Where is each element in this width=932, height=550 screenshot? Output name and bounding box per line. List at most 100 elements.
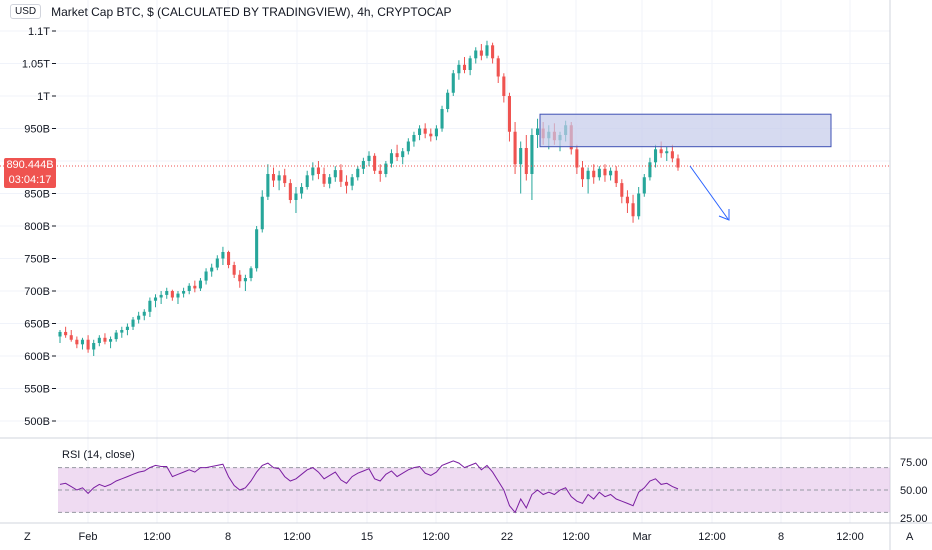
last-price-tag: 890.444B 03:04:17 bbox=[4, 158, 56, 188]
candle bbox=[519, 141, 523, 194]
candle bbox=[625, 190, 629, 213]
time-tick-label: 8 bbox=[778, 531, 784, 543]
candle bbox=[322, 167, 326, 187]
candle bbox=[125, 323, 129, 336]
price-axis[interactable]: 1.1T 1.05T 1T 950B 850B 800B 750B 700B 650B 600B 5… bbox=[22, 26, 56, 428]
candle bbox=[653, 144, 658, 168]
candle bbox=[92, 339, 96, 356]
candle bbox=[243, 274, 247, 291]
candle bbox=[344, 175, 349, 194]
candle bbox=[665, 146, 669, 161]
candle bbox=[227, 250, 231, 269]
candle bbox=[288, 179, 292, 204]
candle bbox=[114, 330, 118, 342]
candle bbox=[586, 167, 590, 194]
time-tick-label: Mar bbox=[633, 531, 652, 543]
candle bbox=[75, 336, 79, 349]
rsi-line bbox=[59, 460, 679, 514]
zoom-reset-button[interactable]: Z bbox=[24, 531, 31, 543]
candle bbox=[339, 164, 343, 187]
time-tick-label: 12:00 bbox=[562, 531, 590, 543]
price-tick-label: 750B bbox=[24, 254, 50, 266]
time-tick-label: 12:00 bbox=[283, 531, 311, 543]
price-tick-label: 850B bbox=[24, 189, 50, 201]
candle bbox=[350, 174, 354, 191]
candle bbox=[485, 40, 489, 59]
candle bbox=[367, 151, 371, 167]
candle bbox=[198, 278, 202, 291]
candle bbox=[373, 153, 377, 174]
candle bbox=[580, 161, 585, 187]
candle bbox=[305, 170, 309, 190]
candle bbox=[182, 287, 186, 298]
rsi-indicator-label[interactable]: RSI (14, close) bbox=[62, 449, 135, 461]
drawings[interactable] bbox=[539, 113, 832, 221]
candle bbox=[232, 261, 236, 278]
candle bbox=[204, 268, 208, 285]
candle bbox=[389, 149, 394, 168]
price-tick-label: 950B bbox=[24, 124, 50, 136]
candle bbox=[294, 187, 298, 213]
candle bbox=[300, 183, 304, 199]
candle bbox=[384, 161, 388, 178]
price-tick-label: 1.05T bbox=[22, 59, 50, 71]
candle bbox=[109, 336, 113, 349]
candle bbox=[356, 166, 360, 181]
candle bbox=[451, 70, 455, 96]
candle bbox=[536, 118, 540, 148]
candle bbox=[176, 291, 180, 304]
candle bbox=[412, 131, 416, 147]
time-tick-label: 12:00 bbox=[143, 531, 171, 543]
candle bbox=[249, 266, 253, 282]
candle bbox=[260, 190, 264, 233]
candle bbox=[266, 164, 270, 200]
candle bbox=[64, 326, 68, 338]
candle bbox=[316, 161, 320, 180]
candle bbox=[418, 125, 422, 141]
candle bbox=[440, 105, 444, 132]
time-tick-label: 8 bbox=[225, 531, 231, 543]
time-tick-label: 15 bbox=[361, 531, 373, 543]
candle bbox=[429, 128, 433, 142]
candle bbox=[513, 122, 517, 174]
candle bbox=[491, 42, 495, 64]
candle bbox=[620, 179, 624, 204]
price-tick-label: 650B bbox=[24, 319, 50, 331]
currency-button[interactable]: USD bbox=[10, 4, 42, 19]
candle bbox=[103, 333, 107, 345]
candle bbox=[468, 55, 472, 76]
candle bbox=[462, 57, 467, 74]
rsi-tick-label: 25.00 bbox=[900, 513, 928, 525]
price-tick-label: 1.1T bbox=[28, 26, 50, 38]
resistance-rectangle[interactable] bbox=[539, 113, 832, 148]
rsi-band bbox=[58, 467, 890, 513]
candle bbox=[479, 44, 483, 61]
last-price-value: 890.444B bbox=[6, 159, 54, 171]
candle bbox=[165, 287, 169, 299]
price-tick-label: 1T bbox=[37, 91, 50, 103]
candle bbox=[597, 166, 601, 181]
candle bbox=[271, 167, 276, 187]
projection-arrow[interactable] bbox=[689, 165, 730, 221]
price-tick-label: 700B bbox=[24, 286, 50, 298]
candle bbox=[58, 330, 62, 343]
time-axis[interactable]: Feb 12:00 8 12:00 15 12:00 22 12:00 Mar 12:00 8 12:… bbox=[79, 531, 864, 543]
candle bbox=[221, 246, 225, 265]
candle bbox=[80, 337, 85, 350]
candle bbox=[215, 255, 219, 271]
grid bbox=[0, 0, 890, 523]
candle bbox=[648, 157, 652, 181]
candle bbox=[575, 144, 579, 174]
candle bbox=[153, 294, 158, 308]
candle bbox=[131, 317, 135, 330]
candle bbox=[137, 311, 141, 324]
candle bbox=[631, 194, 635, 223]
price-tick-label: 600B bbox=[24, 351, 50, 363]
candle bbox=[170, 289, 174, 301]
candle bbox=[120, 326, 124, 338]
auto-scale-button[interactable]: A bbox=[906, 531, 914, 543]
time-tick-label: 12:00 bbox=[422, 531, 450, 543]
candle bbox=[148, 297, 152, 317]
